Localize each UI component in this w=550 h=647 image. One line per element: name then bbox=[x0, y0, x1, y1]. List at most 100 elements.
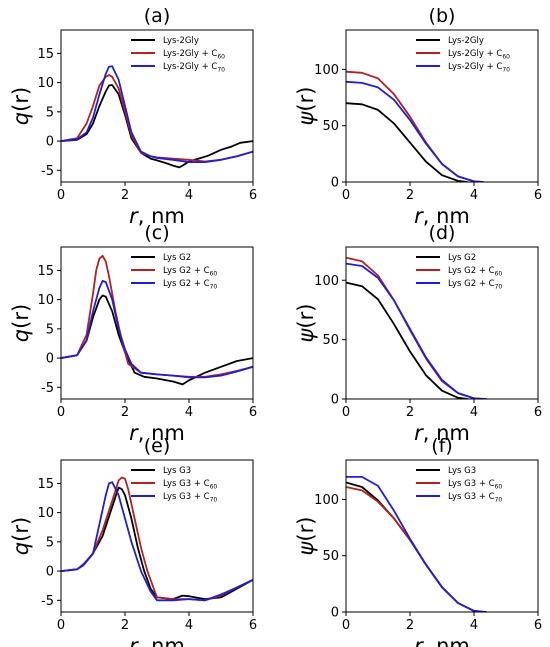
legend-entry-name: Lys-2Gly + C bbox=[163, 62, 217, 72]
legend-entry-name: Lys G3 + C bbox=[448, 479, 495, 489]
series-line-1 bbox=[61, 84, 253, 169]
x-axis-unit: , nm bbox=[423, 204, 470, 228]
legend-entry-name: Lys G3 + C bbox=[163, 479, 210, 489]
series-line-3 bbox=[61, 481, 253, 602]
x-tick-label: 2 bbox=[406, 188, 414, 203]
y-tick-label: 0 bbox=[331, 393, 339, 408]
y-tick-label: 50 bbox=[322, 549, 339, 564]
series-line-3 bbox=[346, 475, 487, 612]
x-axis-variable: r bbox=[414, 204, 424, 228]
series-line-1 bbox=[346, 102, 468, 182]
legend-entry: Lys-2Gly + C60 bbox=[448, 49, 510, 61]
legend-entry-subscript: 60 bbox=[495, 271, 503, 278]
x-axis-variable: r bbox=[414, 634, 424, 647]
legend-entry: Lys-2Gly + C60 bbox=[163, 49, 225, 61]
y-tick-label: 15 bbox=[37, 477, 54, 492]
plot-frame bbox=[60, 459, 254, 613]
x-tick-label: 0 bbox=[57, 618, 65, 633]
series-line-3 bbox=[61, 279, 253, 379]
x-tick-label: 4 bbox=[470, 405, 478, 420]
legend-entry-subscript: 60 bbox=[502, 54, 510, 61]
legend-entry-subscript: 70 bbox=[217, 67, 225, 74]
y-tick-label: -5 bbox=[41, 594, 54, 609]
y-axis-argument: (r) bbox=[9, 304, 33, 329]
legend-entry-subscript: 70 bbox=[210, 497, 218, 504]
series-line-2 bbox=[61, 476, 253, 602]
legend-entry: Lys G2 bbox=[448, 253, 476, 263]
legend-entry-name: Lys G2 + C bbox=[163, 279, 210, 289]
series-line-1 bbox=[61, 486, 253, 600]
x-axis-variable: r bbox=[129, 421, 139, 445]
y-tick-label: 0 bbox=[46, 352, 54, 367]
legend-entry-name: Lys G2 + C bbox=[448, 279, 495, 289]
legend-entry-subscript: 60 bbox=[217, 54, 225, 61]
y-axis-variable: q bbox=[9, 329, 33, 342]
legend-entry: Lys-2Gly + C70 bbox=[448, 62, 510, 74]
legend-entry-name: Lys G3 bbox=[448, 466, 476, 476]
y-axis-argument: (r) bbox=[9, 517, 33, 542]
y-tick-label: 10 bbox=[37, 76, 54, 91]
x-axis-label: r, nm bbox=[129, 634, 185, 647]
y-axis-label: q(r) bbox=[9, 87, 33, 125]
y-tick-label: -5 bbox=[41, 381, 54, 396]
legend-entry-name: Lys G3 + C bbox=[163, 492, 210, 502]
x-axis-variable: r bbox=[129, 634, 139, 647]
y-tick-label: 100 bbox=[314, 63, 339, 78]
legend-entry: Lys G3 + C70 bbox=[163, 492, 217, 504]
panel-label: (b) bbox=[429, 5, 456, 27]
y-tick-label: 0 bbox=[331, 606, 339, 621]
x-tick-label: 2 bbox=[121, 405, 129, 420]
x-tick-label: 6 bbox=[534, 405, 542, 420]
x-tick-label: 4 bbox=[185, 405, 193, 420]
legend-entry-subscript: 70 bbox=[495, 284, 503, 291]
x-axis-label: r, nm bbox=[129, 204, 185, 228]
y-axis-variable: ψ bbox=[294, 110, 318, 125]
y-axis-variable: ψ bbox=[294, 540, 318, 555]
y-tick-label: 10 bbox=[37, 506, 54, 521]
legend-entry-name: Lys G2 bbox=[448, 253, 476, 263]
legend-entry: Lys G3 bbox=[163, 466, 191, 476]
series-line-2 bbox=[346, 486, 484, 612]
x-tick-label: 6 bbox=[249, 188, 257, 203]
legend-entry-name: Lys-2Gly + C bbox=[448, 49, 502, 59]
legend-entry-name: Lys-2Gly bbox=[163, 36, 199, 46]
y-tick-label: 0 bbox=[46, 565, 54, 580]
legend-entry-name: Lys G2 bbox=[163, 253, 191, 263]
x-tick-label: 6 bbox=[534, 618, 542, 633]
x-axis-label: r, nm bbox=[414, 421, 470, 445]
x-tick-label: 0 bbox=[342, 618, 350, 633]
series-line-3 bbox=[61, 65, 253, 164]
panel-label: (e) bbox=[144, 435, 171, 457]
y-axis-label: ψ(r) bbox=[294, 87, 318, 126]
series-line-2 bbox=[61, 254, 253, 378]
x-tick-label: 0 bbox=[342, 188, 350, 203]
legend-entry-name: Lys-2Gly + C bbox=[448, 62, 502, 72]
plot-frame bbox=[345, 246, 539, 400]
x-axis-unit: , nm bbox=[138, 634, 185, 647]
y-tick-label: 50 bbox=[322, 119, 339, 134]
legend-entry: Lys-2Gly bbox=[448, 36, 484, 46]
y-axis-label: ψ(r) bbox=[294, 517, 318, 556]
y-tick-label: 5 bbox=[46, 322, 54, 337]
legend-entry: Lys G3 + C70 bbox=[448, 492, 502, 504]
y-tick-label: 5 bbox=[46, 105, 54, 120]
x-tick-label: 0 bbox=[342, 405, 350, 420]
legend-entry-name: Lys-2Gly bbox=[448, 36, 484, 46]
y-tick-label: 15 bbox=[37, 47, 54, 62]
y-axis-variable: q bbox=[9, 112, 33, 125]
y-tick-label: 5 bbox=[46, 535, 54, 550]
plot-frame bbox=[60, 29, 254, 183]
x-axis-label: r, nm bbox=[414, 204, 470, 228]
x-axis-unit: , nm bbox=[138, 421, 185, 445]
plot-frame bbox=[345, 29, 539, 183]
legend-entry-subscript: 60 bbox=[495, 484, 503, 491]
y-axis-label: ψ(r) bbox=[294, 304, 318, 343]
